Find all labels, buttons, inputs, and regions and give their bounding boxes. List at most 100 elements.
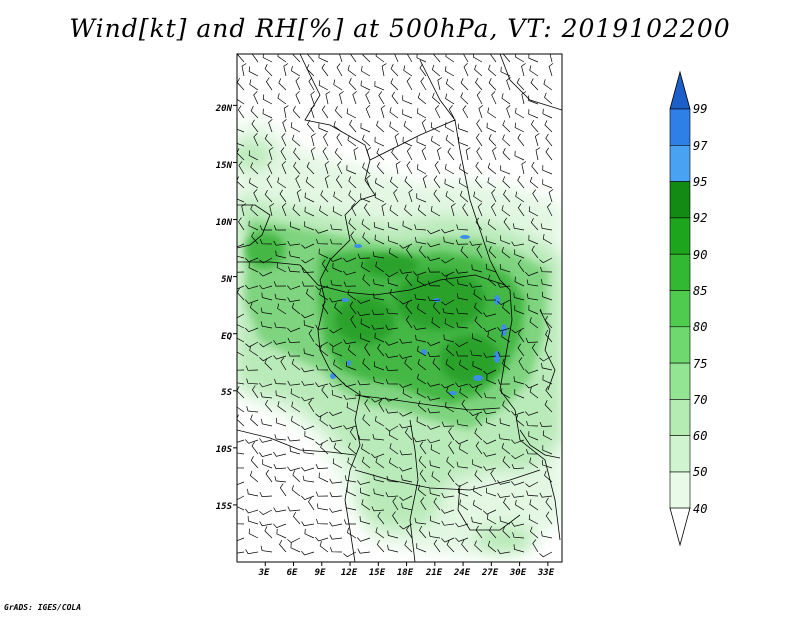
wind-barb	[406, 245, 413, 259]
wind-barb	[406, 161, 413, 175]
wind-barb	[352, 91, 357, 105]
wind-barb	[488, 64, 497, 77]
wind-barb	[514, 305, 525, 315]
wind-barb	[462, 105, 469, 119]
wind-barb	[237, 481, 245, 486]
wind-barb	[528, 431, 539, 441]
axis-ticks	[233, 104, 549, 566]
wind-barb	[264, 190, 273, 203]
wind-barb	[237, 105, 245, 119]
wind-barb	[512, 223, 525, 231]
wind-barb	[346, 361, 357, 371]
wind-barb	[540, 223, 553, 231]
wind-barb	[251, 385, 259, 399]
wind-barb	[502, 176, 511, 189]
wind-barb	[544, 120, 553, 133]
wind-barb	[416, 108, 427, 119]
wind-barb	[539, 492, 553, 498]
wind-barb	[427, 438, 441, 444]
wind-barb	[264, 399, 273, 413]
wind-barb	[430, 122, 441, 133]
wind-barb	[530, 78, 539, 91]
wind-barb	[511, 463, 525, 469]
wind-barb	[455, 439, 469, 445]
colorbar-label: 95	[693, 175, 708, 189]
wind-barb	[237, 243, 245, 248]
wind-barb	[473, 289, 483, 301]
wind-barb	[511, 241, 525, 247]
wind-barb	[387, 278, 399, 287]
wind-barb	[408, 189, 413, 203]
wind-barb	[500, 66, 511, 77]
wind-barb	[529, 65, 539, 77]
wind-barb	[490, 469, 497, 483]
wind-barb	[434, 161, 441, 175]
wind-barb	[276, 262, 287, 273]
wind-barb	[333, 442, 343, 455]
wind-barb	[455, 522, 469, 528]
wind-barb	[267, 161, 273, 175]
wind-barb	[528, 235, 539, 245]
wind-barb	[329, 534, 343, 540]
wind-barb	[514, 122, 525, 133]
wind-barb	[362, 358, 371, 371]
wind-barb	[259, 341, 273, 348]
wind-barb	[399, 354, 413, 359]
wind-barb	[372, 251, 385, 259]
wind-barb	[237, 148, 245, 161]
wind-barb	[395, 161, 401, 175]
wind-barb	[290, 388, 301, 399]
wind-barb	[476, 119, 483, 133]
wind-barb	[461, 399, 469, 413]
wind-barb	[431, 135, 441, 147]
wind-barb	[346, 108, 357, 119]
wind-barb	[343, 281, 357, 287]
wind-barb	[497, 480, 511, 485]
wind-barb	[513, 544, 525, 553]
wind-barb	[430, 206, 441, 217]
wind-barb	[259, 257, 273, 264]
colorbar-label: 85	[693, 284, 708, 298]
wind-barb	[497, 299, 511, 306]
wind-barb	[373, 279, 385, 287]
wind-barb	[532, 189, 539, 203]
wind-barb	[529, 526, 539, 539]
wind-barb	[237, 537, 245, 542]
wind-barb	[259, 509, 273, 516]
wind-barb	[276, 528, 287, 539]
wind-barb	[390, 78, 399, 91]
wind-barb	[475, 161, 483, 175]
wind-barb	[259, 452, 273, 458]
wind-barb	[517, 175, 525, 189]
wind-barb	[497, 493, 511, 498]
wind-barb	[306, 162, 315, 175]
wind-barb	[315, 229, 329, 234]
wind-barb	[488, 78, 497, 91]
wind-barb	[329, 424, 343, 430]
wind-barb	[528, 109, 539, 119]
wind-barb	[319, 289, 329, 301]
wind-barb	[483, 352, 497, 358]
wind-barb	[444, 178, 455, 189]
wind-barb	[251, 54, 259, 63]
wind-barb	[248, 262, 259, 273]
wind-barb	[544, 315, 553, 329]
wind-barb	[528, 95, 539, 105]
wind-barb	[238, 217, 245, 231]
wind-barb	[474, 316, 483, 329]
wind-barb	[404, 540, 413, 553]
wind-barb	[264, 526, 273, 539]
wind-barb	[315, 491, 329, 497]
wind-barb	[416, 543, 427, 553]
wind-barb	[361, 443, 371, 455]
wind-barb	[346, 402, 357, 413]
wind-barb	[487, 177, 497, 189]
wind-barb	[469, 240, 483, 246]
wind-barb	[399, 495, 413, 501]
wind-barb	[348, 78, 357, 91]
wind-barb	[488, 525, 497, 539]
wind-barb	[462, 203, 469, 217]
wind-barb	[542, 108, 553, 119]
wind-barb	[334, 105, 343, 119]
wind-barb	[497, 326, 511, 332]
